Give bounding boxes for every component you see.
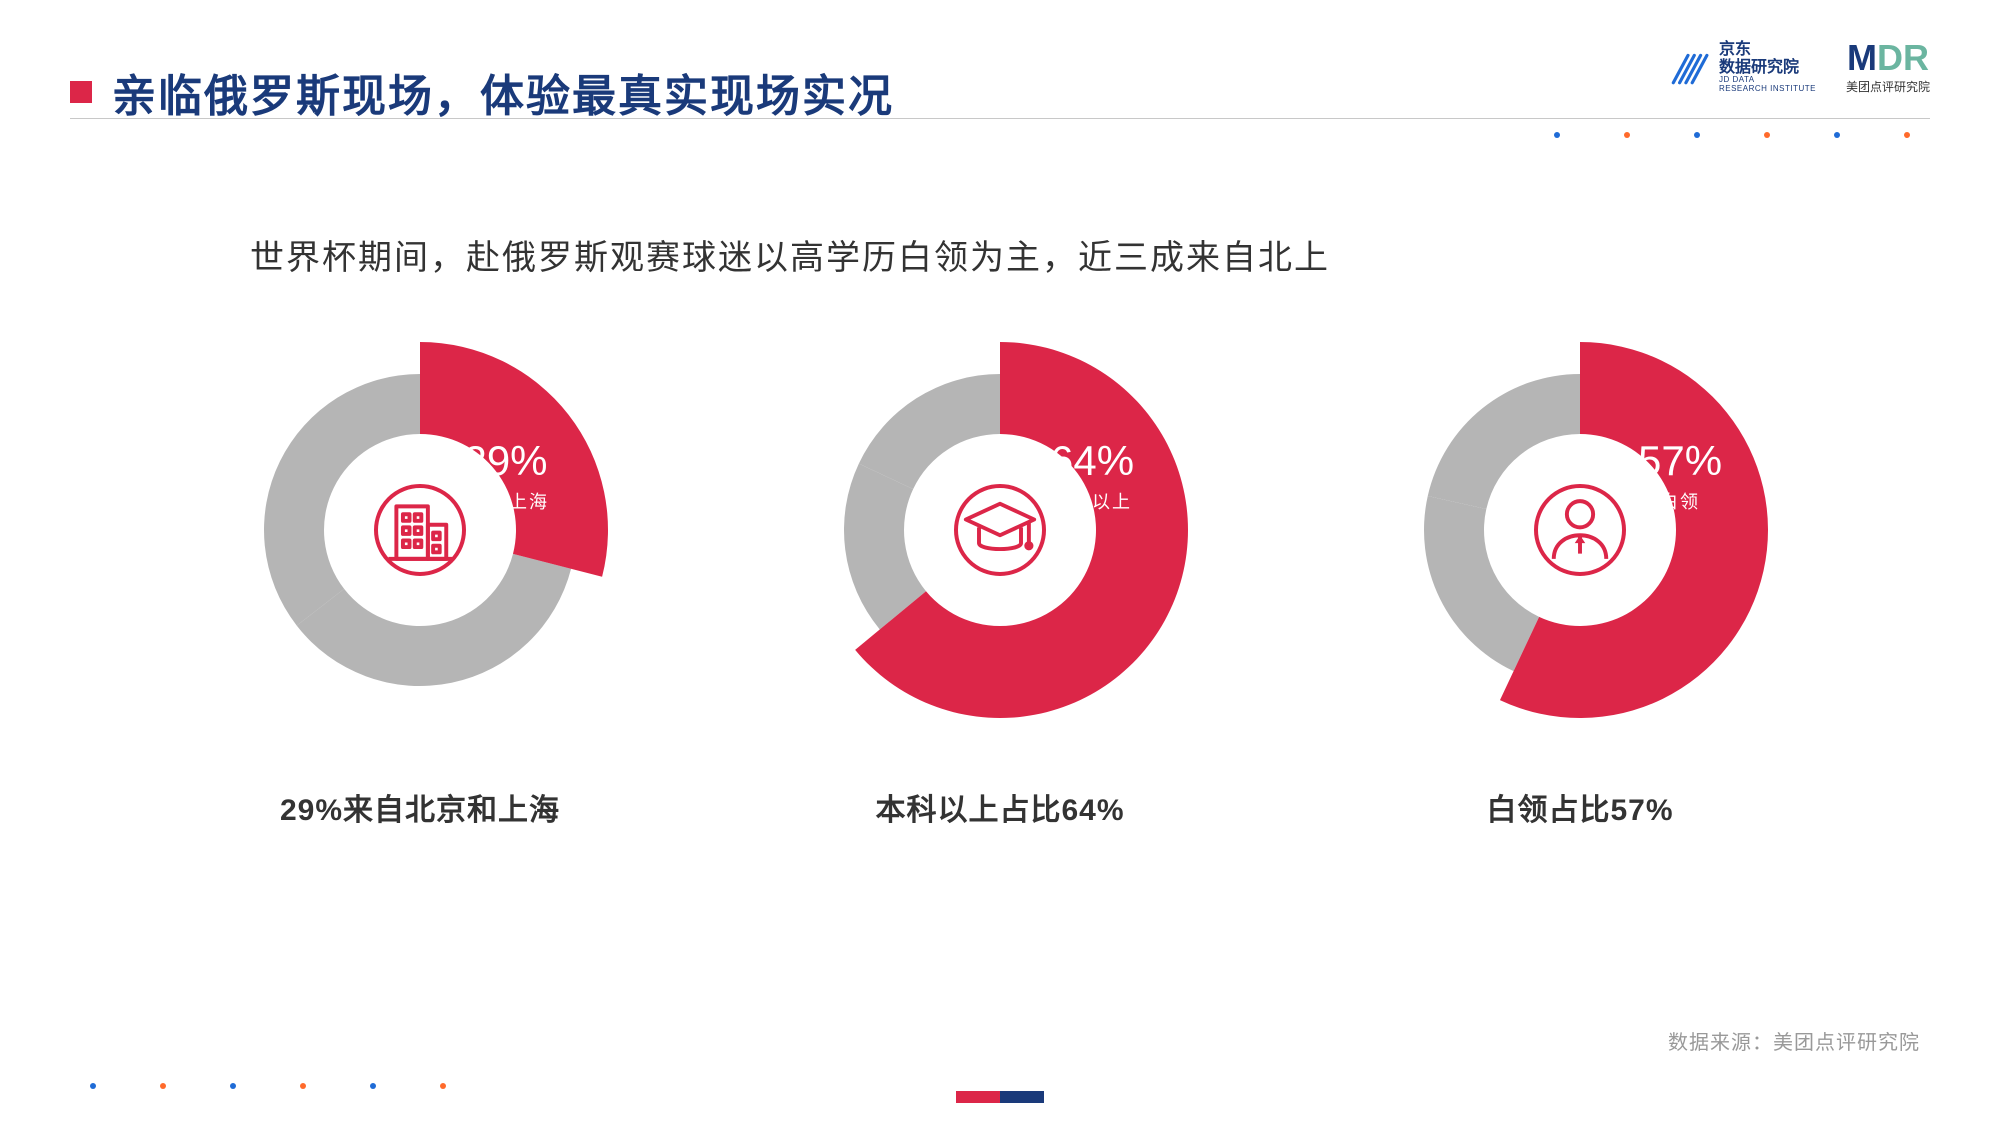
accent-dot [1694, 132, 1700, 138]
mdr-logo: MDR 美团点评研究院 [1846, 40, 1930, 95]
chart-whitecollar: 57% 白领 白领占比57% [1380, 330, 1780, 829]
chart-city: 29% 北京 上海 29%来自北京和上海 [220, 330, 620, 829]
accent-dot [1554, 132, 1560, 138]
accent-dot [440, 1083, 446, 1089]
accent-dot [370, 1083, 376, 1089]
accent-dot [1904, 132, 1910, 138]
mdr-sub: 美团点评研究院 [1846, 78, 1930, 95]
person-icon [1534, 484, 1626, 576]
slide-header: 亲临俄罗斯现场，体验最真实现场实况 [70, 60, 1930, 124]
jd-logo-line2: 数据研究院 [1719, 59, 1816, 77]
chart-edu: 64% 本科以上 本科以上占比64% [800, 330, 1200, 829]
accent-dot [1834, 132, 1840, 138]
bottom-bar-seg-red [956, 1091, 1000, 1103]
caption-whitecollar: 白领占比57% [1486, 785, 1673, 829]
accent-dot [300, 1083, 306, 1089]
caption-edu: 本科以上占比64% [875, 785, 1124, 829]
jd-logo-line1: 京东 [1719, 41, 1816, 59]
mdr-dr: DR [1877, 37, 1929, 78]
donut-edu: 64% 本科以上 [800, 330, 1200, 730]
accent-dots-bottom [90, 1083, 446, 1089]
caption-city: 29%来自北京和上海 [280, 785, 560, 829]
donut-city: 29% 北京 上海 [220, 330, 620, 730]
accent-dots-top [1554, 132, 1910, 138]
accent-dot [230, 1083, 236, 1089]
grad-cap-icon [954, 484, 1046, 576]
jd-stripes-icon [1667, 47, 1709, 89]
bottom-bar-seg-blue [1000, 1091, 1044, 1103]
building-icon [374, 484, 466, 576]
accent-dot [1624, 132, 1630, 138]
donut-whitecollar: 57% 白领 [1380, 330, 1780, 730]
bottom-accent-bar [956, 1091, 1044, 1103]
title-underline [70, 118, 1930, 119]
jd-logo: 京东 数据研究院 JD DATA RESEARCH INSTITUTE [1667, 41, 1816, 94]
accent-dot [1764, 132, 1770, 138]
logo-group: 京东 数据研究院 JD DATA RESEARCH INSTITUTE MDR … [1667, 40, 1930, 95]
accent-dot [90, 1083, 96, 1089]
jd-logo-line4: RESEARCH INSTITUTE [1719, 85, 1816, 94]
data-source: 数据来源：美团点评研究院 [1668, 1026, 1920, 1055]
title-marker [70, 81, 92, 103]
accent-dot [160, 1083, 166, 1089]
page-title: 亲临俄罗斯现场，体验最真实现场实况 [112, 60, 894, 124]
subtitle: 世界杯期间，赴俄罗斯观赛球迷以高学历白领为主，近三成来自北上 [250, 230, 1330, 279]
mdr-m: M [1847, 37, 1877, 78]
charts-row: 29% 北京 上海 29%来自北京和上海 64% 本科以上 本科以上占比64% … [0, 330, 2000, 829]
